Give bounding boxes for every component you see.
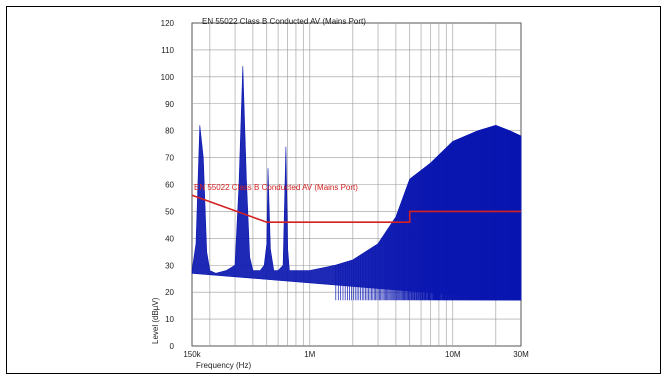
- y-tick-label: 50: [165, 207, 174, 216]
- x-axis-label: Frequency (Hz): [196, 361, 251, 370]
- y-tick-label: 80: [165, 127, 174, 136]
- emission-spectrum: [191, 66, 522, 301]
- x-tick-label: 10M: [445, 350, 461, 359]
- chart-frame: 0 10 20 30 40 50 60 70 80 90 100 110 120 150k 1M 10M 30…: [6, 6, 661, 374]
- limit-line-group: [191, 194, 521, 223]
- y-tick-label: 20: [165, 288, 174, 297]
- y-tick-label: 30: [165, 261, 174, 270]
- y-tick-label: 40: [165, 234, 174, 243]
- x-tick-label: 30M: [513, 350, 529, 359]
- x-tick-label: 150k: [183, 350, 201, 359]
- y-tick-label: 110: [161, 46, 174, 55]
- x-tick-labels: 150k 1M 10M 30M: [183, 350, 529, 359]
- y-tick-label: 90: [165, 100, 174, 109]
- emission-chart: 0 10 20 30 40 50 60 70 80 90 100 110 120 150k 1M 10M 30…: [151, 17, 529, 370]
- x-tick-label: 1M: [304, 350, 315, 359]
- y-tick-labels: 0 10 20 30 40 50 60 70 80 90 100 110 120: [161, 19, 175, 351]
- limit-line-label: EN 55022 Class B Conducted AV (Mains Por…: [194, 183, 358, 192]
- y-tick-label: 70: [165, 154, 174, 163]
- limit-line: [191, 194, 521, 223]
- y-tick-label: 10: [165, 315, 174, 324]
- y-tick-label: 120: [161, 19, 175, 28]
- y-axis-label: Level (dBµV): [151, 297, 160, 344]
- chart-title: EN 55022 Class B Conducted AV (Mains Por…: [202, 17, 366, 26]
- y-tick-label: 60: [165, 181, 174, 190]
- y-tick-label: 0: [170, 342, 175, 351]
- y-tick-label: 100: [161, 73, 175, 82]
